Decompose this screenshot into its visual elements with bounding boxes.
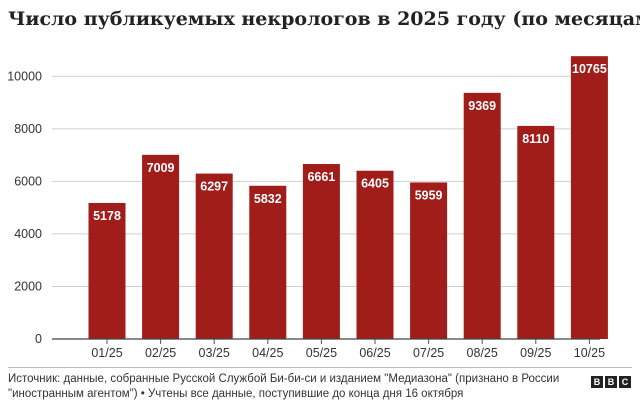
bbc-logo: B B C — [591, 376, 631, 388]
chart-title: Число публикуемых некрологов в 2025 году… — [8, 8, 640, 30]
bar — [88, 202, 126, 339]
x-tick-label: 01/25 — [91, 346, 122, 360]
bar — [570, 56, 608, 339]
y-tick-label: 8000 — [14, 122, 42, 136]
x-tick-label: 04/25 — [252, 346, 283, 360]
bar-value-label: 5832 — [254, 192, 282, 206]
bar — [463, 92, 501, 339]
bar — [302, 163, 340, 339]
source-note: Источник: данные, собранные Русской Служ… — [8, 372, 568, 402]
y-tick-label: 4000 — [14, 227, 42, 241]
bar-value-label: 6405 — [361, 177, 389, 191]
bar — [249, 185, 287, 339]
bar-value-label: 9369 — [468, 99, 496, 113]
bar-value-label: 6297 — [200, 180, 228, 194]
y-tick-label: 2000 — [14, 279, 42, 293]
y-tick-label: 10000 — [7, 69, 42, 83]
bar-value-label: 6661 — [307, 170, 335, 184]
x-tick-label: 09/25 — [520, 346, 551, 360]
bar-value-label: 10765 — [572, 62, 607, 76]
bar-value-label: 8110 — [522, 132, 549, 146]
bar — [517, 125, 555, 339]
bbc-logo-letter: B — [591, 376, 603, 388]
y-tick-label: 6000 — [14, 174, 42, 188]
bar — [410, 182, 448, 339]
bar — [356, 170, 394, 339]
bar-chart: 0 2000 4000 6000 8000 10000 5178 01/25 7009 02/25… — [7, 56, 608, 360]
bar — [195, 173, 233, 339]
bar — [142, 154, 180, 339]
bbc-logo-letter: B — [605, 376, 617, 388]
bbc-logo-letter: C — [619, 376, 631, 388]
x-tick-label: 08/25 — [467, 346, 498, 360]
x-tick-label: 10/25 — [574, 346, 605, 360]
bar-value-label: 5959 — [415, 188, 443, 202]
x-tick-label: 05/25 — [306, 346, 337, 360]
footer-divider — [8, 367, 632, 368]
bar-value-label: 5178 — [93, 209, 121, 223]
source-line-1: Источник: данные, собранные Русской Служ… — [8, 373, 560, 385]
x-tick-label: 07/25 — [413, 346, 444, 360]
source-line-2: "иностранным агентом") • Учтены все данн… — [8, 388, 464, 400]
y-tick-label: 0 — [35, 332, 42, 346]
bar-value-label: 7009 — [147, 161, 175, 175]
x-tick-label: 02/25 — [145, 346, 176, 360]
x-tick-label: 06/25 — [359, 346, 390, 360]
x-tick-label: 03/25 — [199, 346, 230, 360]
